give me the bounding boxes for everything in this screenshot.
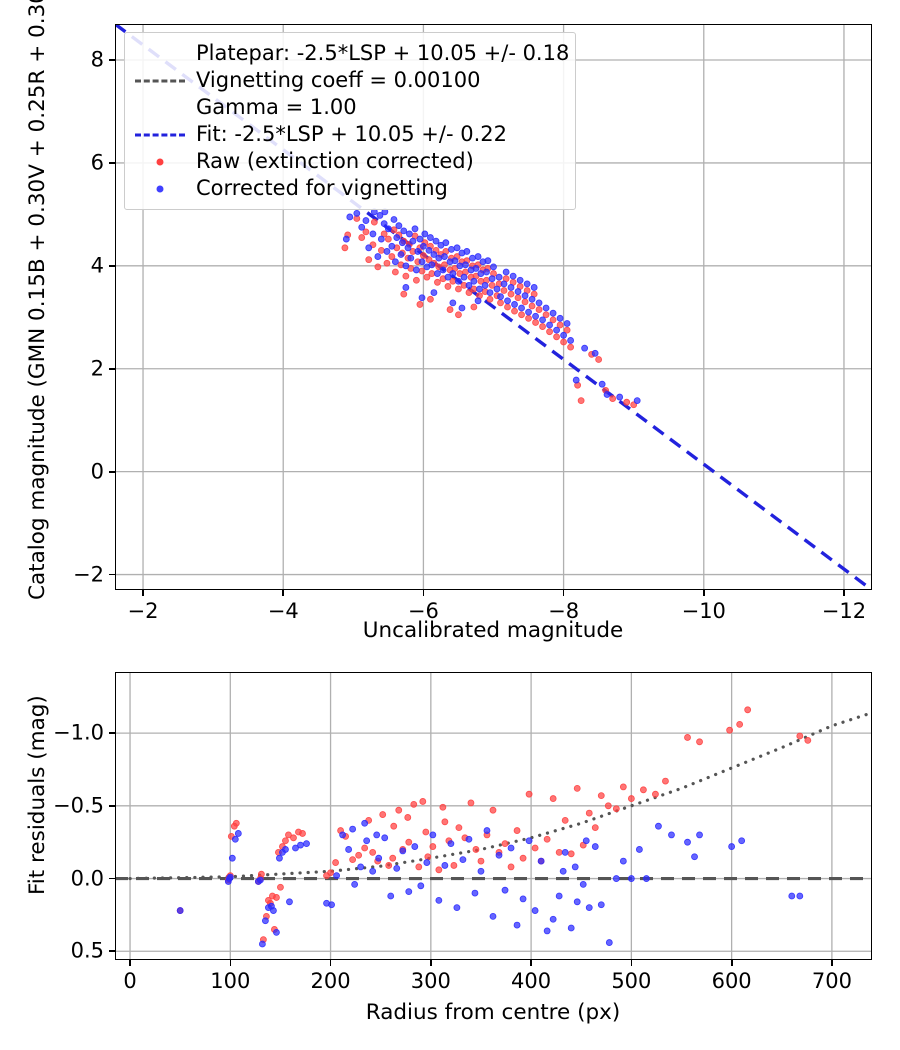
x-tick-mark [630, 960, 633, 966]
x-tick-label: −2 [127, 599, 159, 623]
y-tick-label: 2 [90, 356, 104, 381]
legend-handle-red-dot [133, 152, 187, 172]
legend-handle-dashed-blue-line [133, 125, 187, 145]
x-tick-label: −12 [821, 599, 867, 623]
y-tick-mark [109, 265, 115, 267]
y-tick-mark [109, 877, 115, 880]
x-tick-label: 600 [711, 969, 752, 993]
y-tick-label: −0.5 [53, 793, 104, 818]
x-tick-label: −6 [407, 599, 439, 623]
y-tick-mark [109, 732, 115, 734]
y-tick-label: 0.5 [70, 938, 104, 963]
fit-residuals-plot [115, 672, 872, 960]
x-tick-label: −10 [681, 599, 726, 623]
x-tick-mark [422, 590, 425, 596]
x-tick-label: 700 [811, 969, 852, 993]
legend-handle-blank-2 [133, 98, 187, 118]
y-tick-mark [109, 162, 115, 164]
x-tick-mark [730, 960, 733, 966]
x-tick-mark [282, 590, 285, 596]
legend-label-gamma: Gamma = 1.00 [196, 95, 357, 119]
y-tick-mark [109, 573, 115, 576]
top-plot-ylabel: Catalog magnitude (GMN 0.15B + 0.30V + 0… [25, 0, 50, 600]
x-tick-mark [530, 960, 532, 966]
y-tick-mark [109, 470, 115, 473]
x-tick-mark [562, 590, 565, 596]
top-plot-xlabel: Uncalibrated magnitude [362, 618, 624, 643]
y-tick-label: 8 [90, 47, 104, 72]
x-tick-label: 0 [123, 969, 137, 993]
x-tick-mark [430, 960, 432, 966]
x-tick-label: −4 [267, 599, 299, 623]
legend-label-raw: Raw (extinction corrected) [196, 149, 474, 173]
legend-entry-gamma: Gamma = 1.00 [133, 94, 565, 121]
y-tick-mark [109, 950, 115, 953]
y-tick-label: 6 [90, 150, 104, 175]
x-tick-mark [329, 960, 332, 966]
legend-entry-platepar: Platepar: -2.5*LSP + 10.05 +/- 0.18 [133, 40, 569, 67]
legend-label-corrected: Corrected for vignetting [196, 176, 448, 200]
legend-label-fit: Fit: -2.5*LSP + 10.05 +/- 0.22 [196, 122, 507, 146]
y-tick-label: −2 [73, 562, 104, 587]
legend-entry-fit: Fit: -2.5*LSP + 10.05 +/- 0.22 [133, 121, 565, 148]
x-tick-label: 400 [511, 969, 552, 993]
x-tick-mark [142, 590, 144, 596]
legend-handle-dashed-gray-line [133, 71, 187, 91]
legend-handle-blue-dot [133, 179, 187, 199]
y-tick-label: −1.0 [53, 720, 104, 745]
top-plot-legend: Platepar: -2.5*LSP + 10.05 +/- 0.18 Vign… [124, 32, 576, 210]
y-tick-label: 0.0 [70, 866, 104, 891]
bottom-plot-ylabel: Fit residuals (mag) [25, 695, 50, 895]
fit-residuals-canvas [115, 672, 872, 960]
y-tick-label: 0 [90, 459, 104, 484]
legend-label-platepar: Platepar: -2.5*LSP + 10.05 +/- 0.18 [196, 41, 570, 65]
x-tick-mark [702, 590, 705, 596]
y-tick-label: 4 [90, 253, 104, 278]
bottom-plot-xlabel: Radius from centre (px) [365, 1000, 621, 1025]
x-tick-label: −8 [548, 599, 580, 623]
x-tick-mark [129, 960, 131, 966]
x-tick-mark [843, 590, 845, 596]
legend-handle-blank [133, 44, 187, 64]
x-tick-mark [229, 960, 232, 966]
y-tick-mark [109, 367, 115, 370]
legend-entry-vignetting-coeff: Vignetting coeff = 0.00100 [133, 67, 565, 94]
x-tick-mark [831, 960, 833, 966]
y-tick-mark [109, 59, 115, 61]
x-tick-label: 500 [611, 969, 652, 993]
legend-label-vignetting-coeff: Vignetting coeff = 0.00100 [196, 68, 481, 92]
y-tick-mark [109, 805, 115, 807]
x-tick-label: 200 [310, 969, 351, 993]
legend-entry-raw: Raw (extinction corrected) [133, 148, 565, 175]
x-tick-label: 100 [210, 969, 251, 993]
x-tick-label: 300 [410, 969, 451, 993]
legend-entry-corrected: Corrected for vignetting [133, 175, 565, 202]
